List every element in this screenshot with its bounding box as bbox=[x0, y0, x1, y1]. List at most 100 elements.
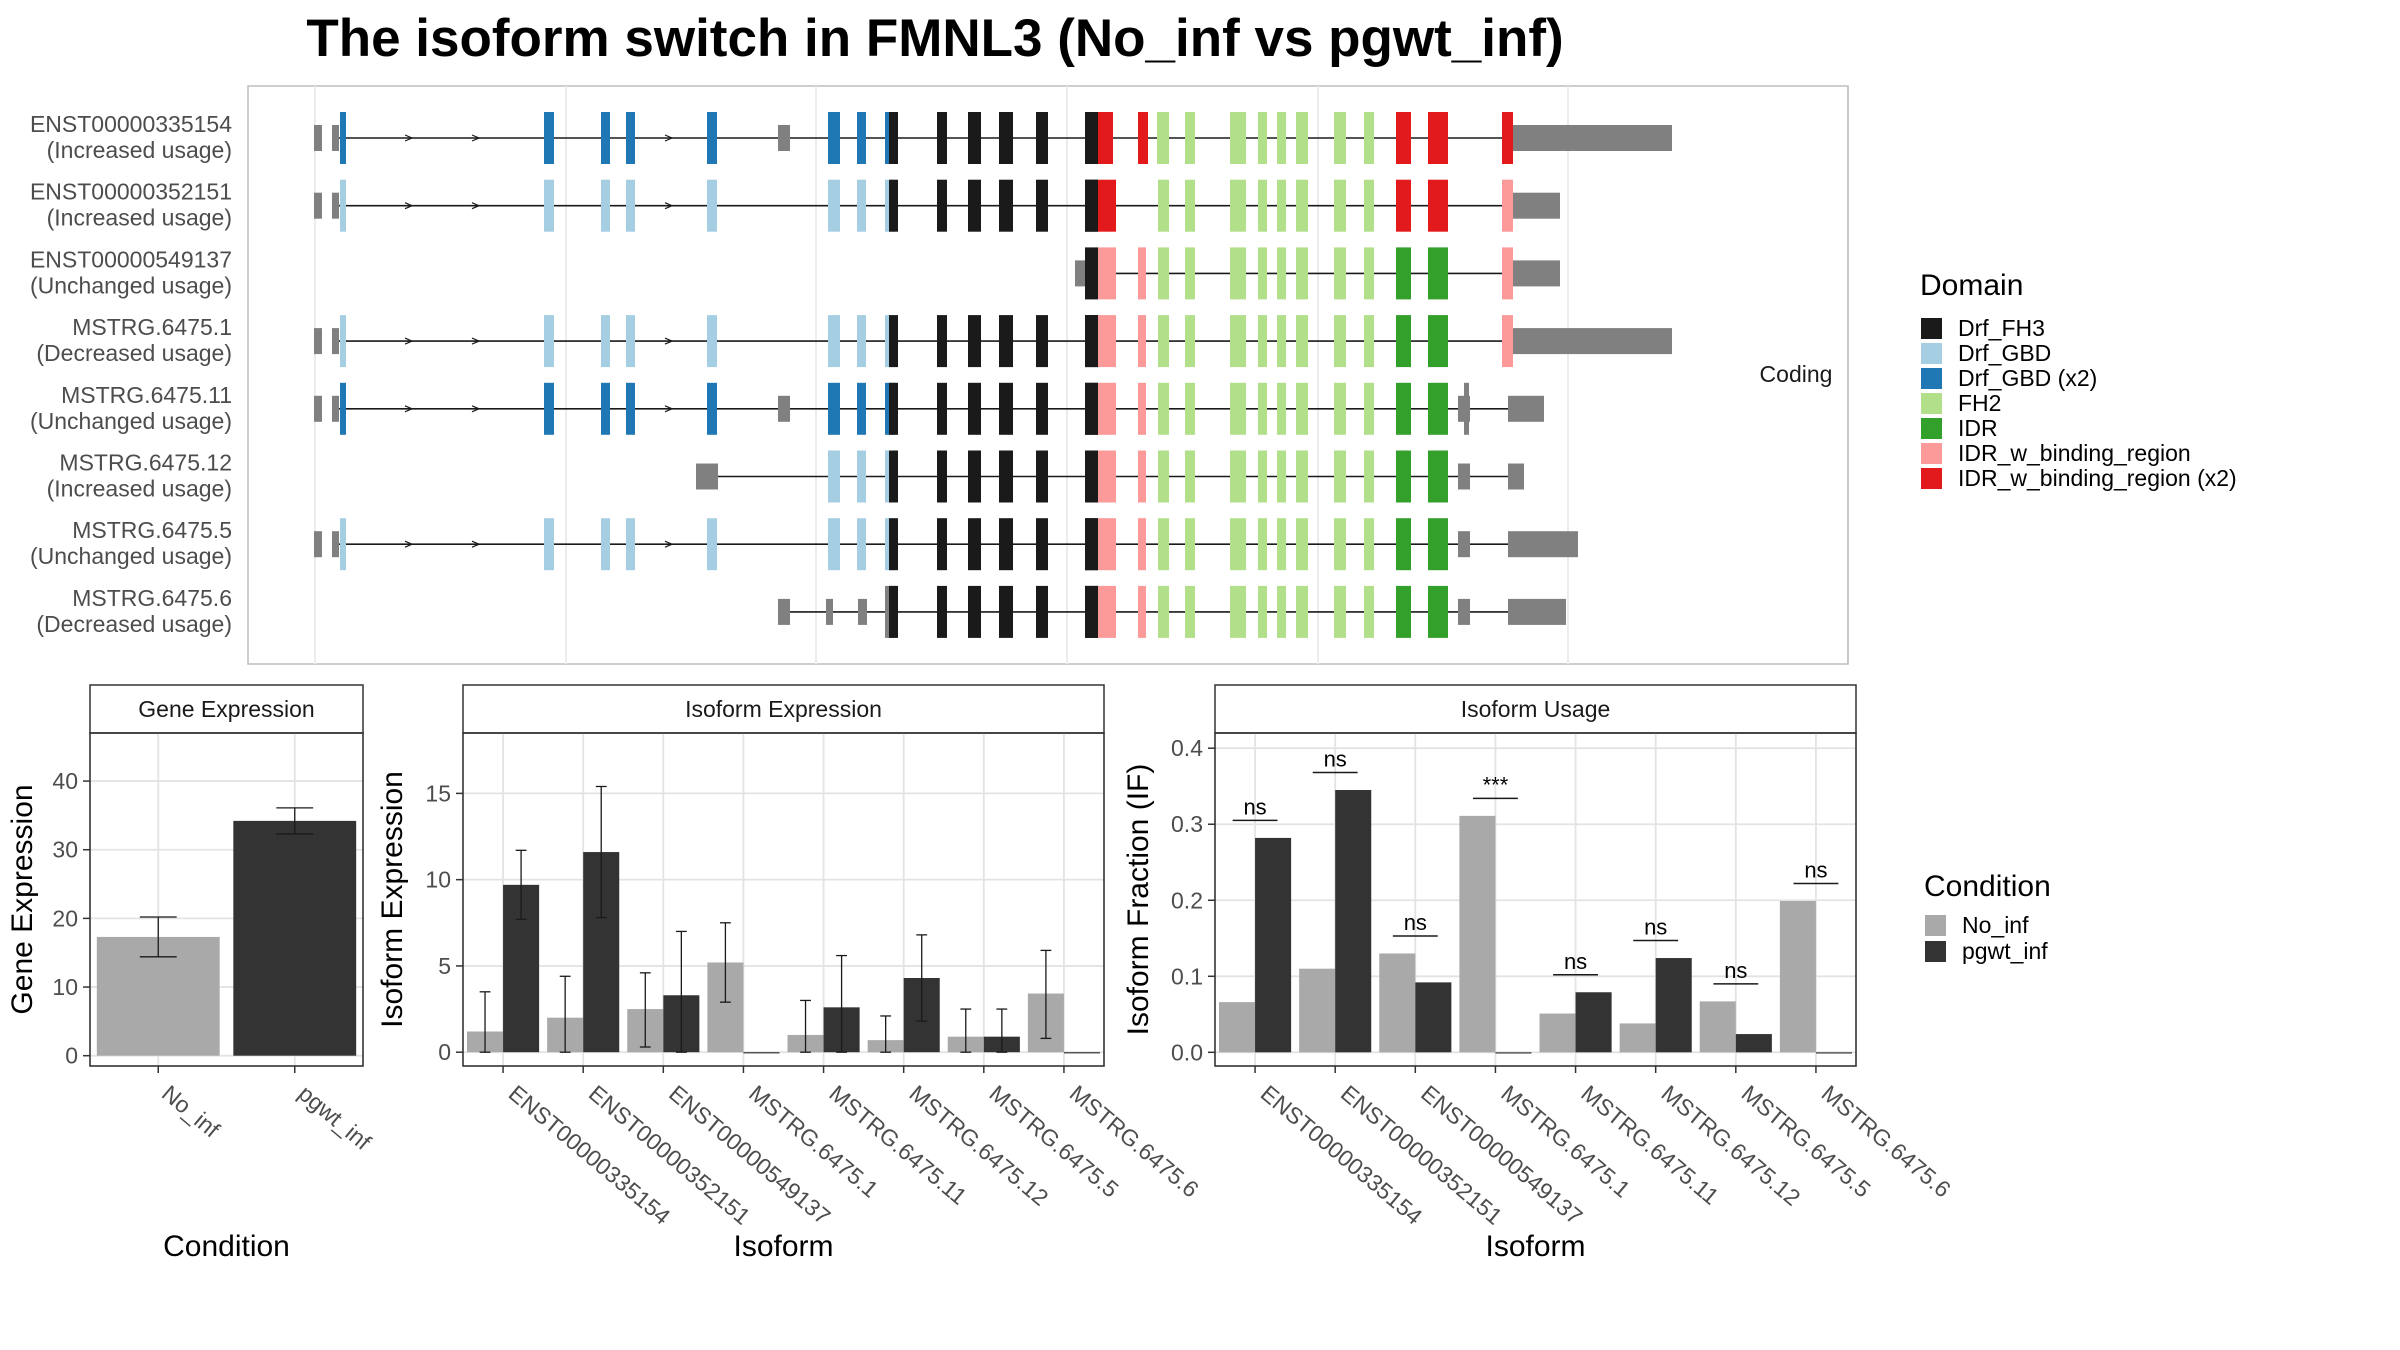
exon-domain-block bbox=[1277, 112, 1286, 164]
exon-domain-block bbox=[999, 450, 1013, 503]
exon-domain-block bbox=[1085, 247, 1098, 300]
exon-domain-block bbox=[1138, 112, 1148, 164]
exon-domain-block bbox=[1185, 247, 1195, 300]
exon-domain-block bbox=[1364, 179, 1374, 232]
exon-domain-block bbox=[857, 450, 866, 503]
exon-domain-block bbox=[1296, 315, 1308, 368]
exon-domain-block bbox=[828, 518, 840, 571]
domain-legend-key bbox=[1921, 468, 1942, 489]
exon-domain-block bbox=[1258, 247, 1267, 300]
x-tick-label: MSTRG.6475.11 bbox=[1576, 1080, 1724, 1210]
exon-domain-block bbox=[544, 382, 554, 435]
exon-domain-block bbox=[626, 382, 635, 435]
exon-domain-block bbox=[1428, 247, 1448, 300]
exon-domain-block bbox=[1158, 518, 1169, 571]
bar bbox=[1459, 815, 1496, 1053]
exon-domain-block bbox=[1098, 382, 1116, 435]
isoform-label-usage: (Increased usage) bbox=[47, 476, 232, 502]
exon-domain-block bbox=[1138, 585, 1146, 638]
y-tick-label: 0 bbox=[438, 1039, 451, 1065]
exon-domain-block bbox=[999, 518, 1013, 571]
exon-domain-block bbox=[544, 518, 554, 571]
strand-arrow bbox=[404, 337, 414, 345]
strand-arrow bbox=[664, 202, 674, 210]
exon-domain-block bbox=[1158, 247, 1169, 300]
utr-block bbox=[858, 598, 867, 625]
utr-block bbox=[332, 328, 339, 355]
exon-domain-block bbox=[1258, 518, 1267, 571]
x-tick-label: MSTRG.6475.12 bbox=[904, 1080, 1053, 1211]
exon-domain-block bbox=[1230, 450, 1246, 503]
exon-domain-block bbox=[828, 112, 840, 164]
exon-domain-block bbox=[340, 315, 346, 368]
exon-domain-block bbox=[1185, 315, 1195, 368]
exon-domain-block bbox=[626, 315, 635, 368]
panel-strip-label: Isoform Usage bbox=[1461, 696, 1611, 722]
domain-legend-label: Drf_GBD (x2) bbox=[1958, 365, 2097, 391]
y-tick-label: 5 bbox=[438, 953, 451, 979]
exon-domain-block bbox=[1428, 585, 1448, 638]
exon-domain-block bbox=[1098, 247, 1116, 300]
domain-legend-title: Domain bbox=[1920, 269, 2023, 302]
exon-domain-block bbox=[1334, 518, 1346, 571]
exon-domain-block bbox=[1296, 382, 1308, 435]
exon-domain-block bbox=[1085, 450, 1098, 503]
exon-domain-block bbox=[1258, 112, 1267, 164]
exon-domain-block bbox=[828, 450, 840, 503]
exon-domain-block bbox=[889, 585, 898, 638]
exon-domain-block bbox=[1036, 382, 1048, 435]
utr-block bbox=[332, 125, 339, 151]
exon-domain-block bbox=[1230, 179, 1246, 232]
exon-domain-block bbox=[1428, 518, 1448, 571]
exon-domain-block bbox=[1277, 179, 1286, 232]
x-tick-label: No_inf bbox=[157, 1080, 225, 1143]
exon-domain-block bbox=[857, 382, 866, 435]
exon-domain-block bbox=[1334, 450, 1346, 503]
facet-label-coding: Coding bbox=[1760, 361, 1833, 387]
exon-domain-block bbox=[1098, 518, 1116, 571]
exon-domain-block bbox=[340, 518, 346, 571]
exon-domain-block bbox=[1138, 450, 1146, 503]
bar bbox=[1779, 901, 1816, 1053]
exon-domain-block bbox=[1502, 315, 1513, 368]
exon-domain-block bbox=[1158, 382, 1169, 435]
exon-domain-block bbox=[1502, 112, 1513, 164]
isoform-label-usage: (Decreased usage) bbox=[36, 611, 232, 637]
bar bbox=[1379, 953, 1416, 1053]
y-tick-label: 0.1 bbox=[1171, 963, 1203, 989]
utr-block bbox=[1508, 395, 1544, 422]
condition-legend-label: pgwt_inf bbox=[1962, 938, 2048, 964]
exon-domain-block bbox=[1185, 450, 1195, 503]
domain-legend-key bbox=[1921, 443, 1942, 464]
exon-domain-block bbox=[937, 450, 947, 503]
isoform-label-id: MSTRG.6475.12 bbox=[59, 450, 232, 476]
isoform-label-id: ENST00000352151 bbox=[30, 179, 232, 205]
exon-domain-block bbox=[1138, 518, 1146, 571]
panel-frame bbox=[1214, 732, 1857, 1067]
exon-domain-block bbox=[937, 518, 947, 571]
exon-domain-block bbox=[544, 112, 554, 164]
exon-domain-block bbox=[1364, 112, 1374, 164]
strand-arrow bbox=[404, 540, 414, 548]
strand-arrow bbox=[471, 337, 481, 345]
exon-domain-block bbox=[968, 112, 981, 164]
utr-block bbox=[1508, 260, 1560, 287]
panel-strip-label: Gene Expression bbox=[138, 696, 314, 722]
exon-domain-block bbox=[857, 315, 866, 368]
significance-label: *** bbox=[1483, 772, 1509, 797]
domain-legend-key bbox=[1921, 318, 1942, 339]
panel-frame bbox=[462, 732, 1105, 1067]
exon-domain-block bbox=[626, 179, 635, 232]
significance-label: ns bbox=[1564, 949, 1587, 974]
condition-legend-key bbox=[1925, 941, 1946, 962]
exon-domain-block bbox=[889, 382, 898, 435]
exon-domain-block bbox=[1296, 179, 1308, 232]
exon-domain-block bbox=[857, 112, 866, 164]
isoform-label-id: ENST00000549137 bbox=[30, 246, 232, 272]
utr-block bbox=[1075, 260, 1085, 287]
domain-legend-key bbox=[1921, 368, 1942, 389]
exon-domain-block bbox=[1230, 247, 1246, 300]
bar bbox=[1495, 1052, 1532, 1054]
x-tick-label: MSTRG.6475.12 bbox=[1656, 1080, 1805, 1211]
exon-domain-block bbox=[707, 518, 717, 571]
